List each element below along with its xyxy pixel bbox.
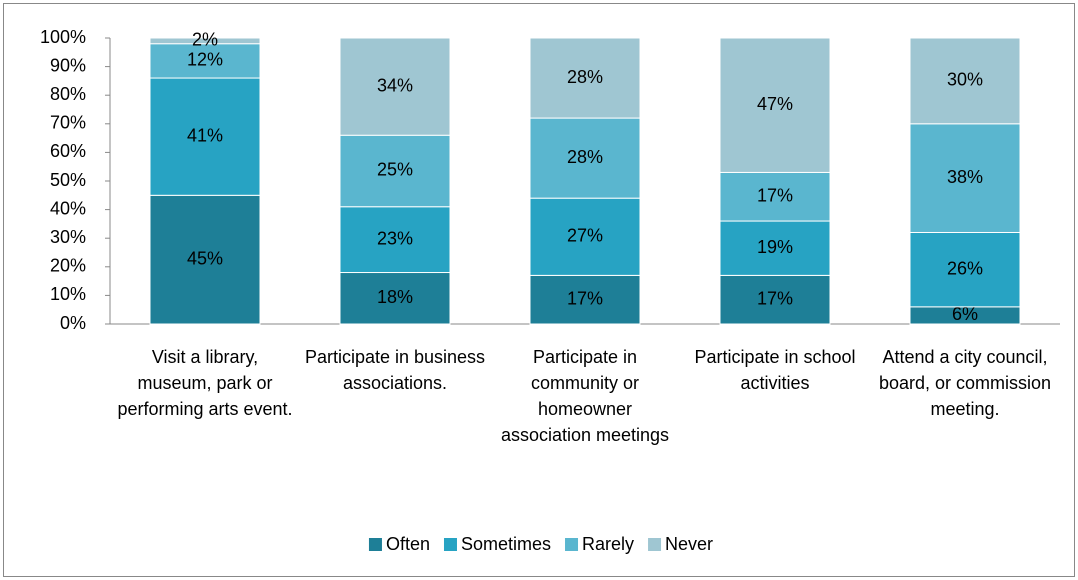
y-tick-label: 40%	[50, 198, 86, 218]
bar-segment	[719, 220, 831, 276]
y-tick-label: 80%	[50, 84, 86, 104]
data-label: 27%	[567, 226, 603, 246]
bar-segment	[719, 171, 831, 222]
bar-segment	[529, 37, 641, 119]
data-label: 38%	[947, 167, 983, 187]
x-tick-label: Participate in school activities	[694, 347, 855, 393]
bar-segment	[149, 43, 261, 79]
data-label: 18%	[377, 287, 413, 307]
legend-swatch	[648, 538, 662, 551]
data-label: 17%	[757, 288, 793, 308]
bar-segment	[719, 274, 831, 325]
y-tick-label: 30%	[50, 227, 86, 247]
data-label: 17%	[757, 185, 793, 205]
bar-segment	[149, 37, 261, 45]
bar-segment	[909, 37, 1021, 125]
x-tick-label: Participate in community or homeowner assoc…	[501, 347, 669, 445]
bar-segment	[339, 206, 451, 274]
bar-segment	[529, 197, 641, 276]
data-label: 19%	[757, 237, 793, 257]
y-tick-label: 60%	[50, 141, 86, 161]
data-label: 45%	[187, 248, 223, 268]
data-label: 23%	[377, 228, 413, 248]
bar-segment	[149, 194, 261, 325]
legend: Often Sometimes Rarely Never	[368, 534, 713, 554]
y-tick-label: 50%	[50, 170, 86, 190]
y-tick-label: 20%	[50, 256, 86, 276]
legend-label: Never	[665, 534, 713, 554]
legend-swatch	[368, 538, 382, 551]
legend-label: Rarely	[582, 534, 634, 554]
data-label: 47%	[757, 94, 793, 114]
bar-segment	[529, 274, 641, 325]
data-label: 28%	[567, 147, 603, 167]
data-label: 12%	[187, 50, 223, 70]
data-label: 17%	[567, 288, 603, 308]
y-tick-label: 10%	[50, 284, 86, 304]
legend-swatch	[565, 538, 579, 551]
x-tick-label: Participate in business associations.	[305, 347, 485, 393]
legend-label: Often	[386, 534, 430, 554]
legend-swatch	[443, 538, 457, 551]
bar-segment	[339, 37, 451, 136]
bar-segment	[909, 231, 1021, 308]
bar-segment	[719, 37, 831, 173]
legend-label: Sometimes	[461, 534, 551, 554]
x-tick-label: Visit a library, museum, park or performin…	[117, 347, 292, 419]
data-label: 25%	[377, 160, 413, 180]
x-tick-label: Attend a city council, board, or commissi…	[879, 347, 1051, 419]
bar-segment	[909, 123, 1021, 233]
data-label: 41%	[187, 125, 223, 145]
bar-segment	[339, 134, 451, 208]
data-label: 6%	[952, 304, 978, 324]
y-tick-label: 90%	[50, 55, 86, 75]
bar-segment	[149, 77, 261, 196]
data-label: 2%	[192, 30, 218, 50]
data-label: 30%	[947, 70, 983, 90]
y-tick-label: 0%	[60, 313, 86, 333]
y-tick-label: 100%	[40, 27, 86, 47]
y-tick-label: 70%	[50, 113, 86, 133]
data-label: 34%	[377, 75, 413, 95]
data-label: 26%	[947, 258, 983, 278]
data-label: 28%	[567, 67, 603, 87]
